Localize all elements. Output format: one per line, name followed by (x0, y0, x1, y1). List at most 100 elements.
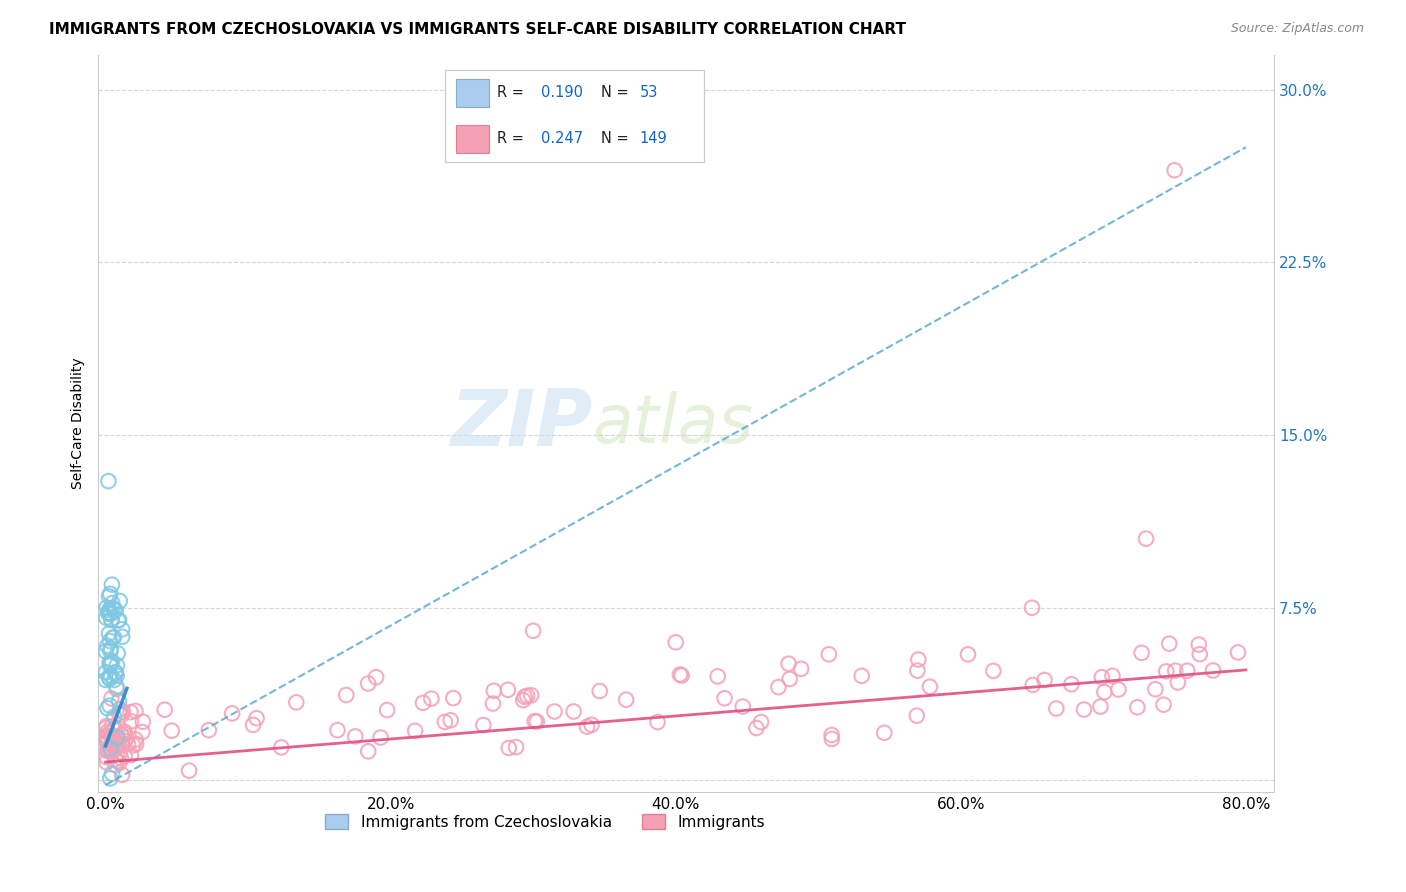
Point (98, 772, 121, 786)
Point (104, 758, 127, 772)
Point (918, 680, 941, 694)
Point (104, 752, 127, 766)
Point (907, 652, 929, 666)
Point (441, 691, 464, 706)
Point (94, 722, 117, 736)
Point (108, 694, 131, 708)
Point (1108, 682, 1130, 697)
Y-axis label: Self-Care Disability: Self-Care Disability (72, 358, 86, 490)
Point (103, 709, 125, 723)
Point (778, 657, 800, 671)
Text: Source: ZipAtlas.com: Source: ZipAtlas.com (1230, 22, 1364, 36)
Point (242, 718, 264, 732)
Point (97, 607, 120, 621)
Point (110, 728, 132, 742)
Point (562, 705, 585, 719)
Point (731, 699, 754, 714)
Point (1033, 673, 1056, 687)
Point (120, 705, 142, 719)
Point (111, 630, 134, 644)
Point (1045, 701, 1067, 715)
Point (105, 669, 128, 683)
Point (94, 665, 117, 680)
Point (104, 739, 127, 753)
Point (326, 723, 349, 738)
Text: atlas: atlas (592, 391, 754, 457)
Point (375, 703, 398, 717)
Point (97, 606, 120, 620)
Point (101, 654, 124, 668)
Point (104, 742, 127, 756)
Point (198, 723, 221, 738)
Point (111, 623, 134, 637)
Point (505, 740, 527, 755)
Point (1163, 163, 1185, 178)
Point (526, 714, 548, 729)
Point (111, 768, 134, 782)
Point (131, 725, 153, 739)
Point (1101, 669, 1123, 683)
Point (98, 656, 121, 670)
Point (114, 724, 136, 739)
Point (818, 648, 841, 662)
Point (576, 720, 599, 734)
Point (669, 667, 692, 681)
Point (104, 732, 127, 747)
Point (512, 693, 534, 707)
Point (98, 634, 121, 648)
Point (344, 730, 367, 744)
Point (589, 684, 612, 698)
Point (108, 746, 131, 760)
Point (472, 718, 495, 732)
Point (749, 714, 772, 729)
Point (357, 744, 380, 758)
Point (104, 665, 127, 680)
Point (1060, 677, 1083, 691)
Point (1021, 600, 1043, 615)
Point (245, 711, 267, 725)
Point (101, 742, 124, 756)
Point (110, 708, 132, 723)
Point (100, 741, 122, 756)
Point (98, 726, 121, 740)
Point (671, 668, 693, 682)
Point (614, 692, 637, 706)
Point (790, 662, 813, 676)
Point (1154, 665, 1177, 679)
Point (779, 672, 801, 686)
Point (1226, 645, 1249, 659)
Point (107, 613, 129, 627)
Point (100, 668, 122, 682)
Point (107, 731, 129, 745)
Point (115, 731, 138, 745)
Point (104, 722, 127, 736)
Point (107, 647, 129, 661)
Point (1130, 646, 1153, 660)
Point (98, 626, 121, 640)
Point (420, 691, 443, 706)
Point (107, 739, 129, 754)
Point (1159, 637, 1181, 651)
Point (122, 739, 145, 753)
Point (100, 657, 122, 671)
Point (1144, 682, 1167, 697)
Point (104, 665, 127, 680)
Point (117, 737, 139, 751)
Point (96, 719, 118, 733)
Point (523, 714, 546, 728)
Point (100, 612, 122, 626)
Point (440, 713, 463, 727)
Point (851, 669, 873, 683)
Point (114, 748, 136, 763)
Point (100, 644, 122, 658)
Point (370, 731, 392, 745)
Point (160, 723, 183, 738)
Text: IMMIGRANTS FROM CZECHOSLOVAKIA VS IMMIGRANTS SELF-CARE DISABILITY CORRELATION CH: IMMIGRANTS FROM CZECHOSLOVAKIA VS IMMIGR… (49, 22, 907, 37)
Point (956, 648, 979, 662)
Point (404, 723, 426, 738)
Point (101, 596, 124, 610)
Point (98, 590, 121, 604)
Point (105, 731, 128, 745)
Point (96, 730, 118, 744)
Point (482, 697, 505, 711)
